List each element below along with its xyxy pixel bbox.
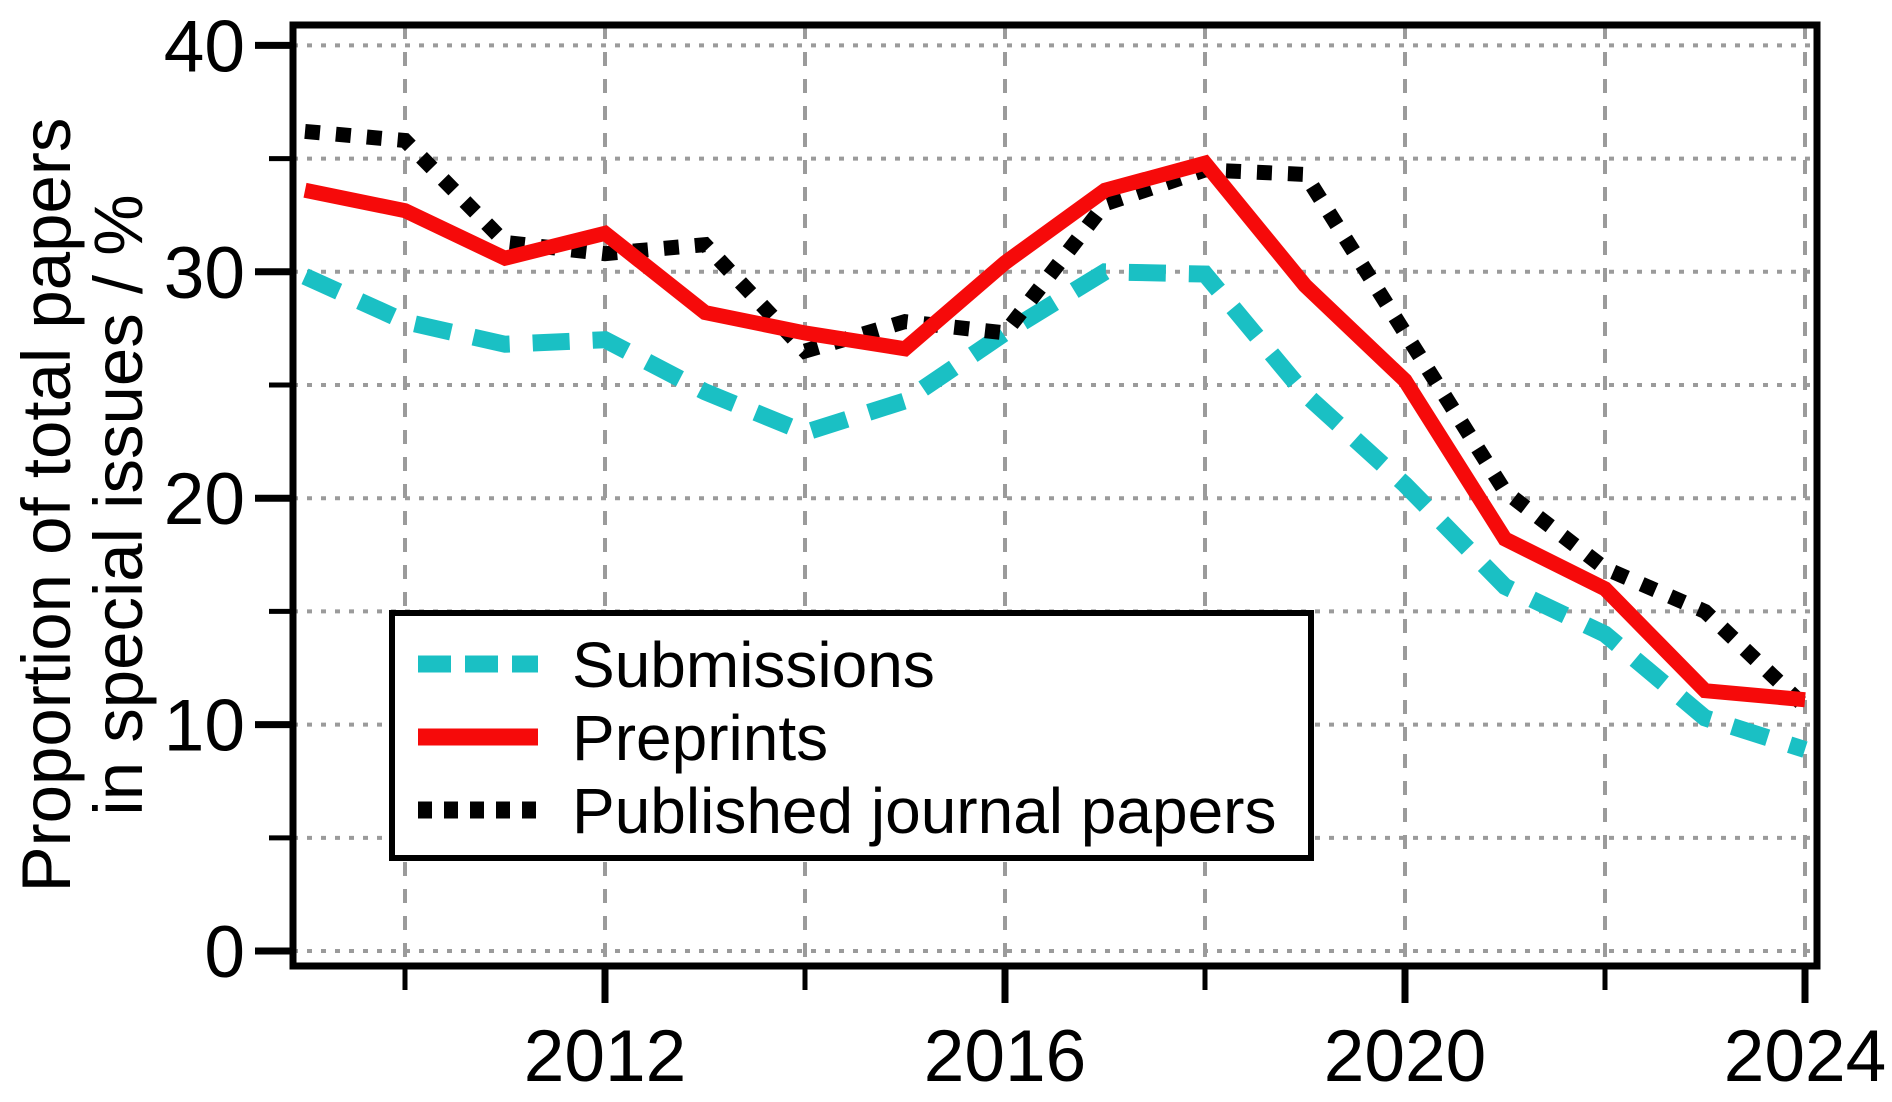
y-tick-label: 20 [164, 459, 245, 540]
y-tick-label: 40 [164, 6, 245, 87]
legend-label: Submissions [572, 629, 935, 701]
series-line-submissions [301, 263, 1808, 758]
y-tick-label: 10 [164, 686, 245, 767]
y-tick-label: 0 [204, 912, 245, 993]
x-tick-label: 2016 [924, 1016, 1086, 1097]
x-tick-label: 2024 [1724, 1016, 1886, 1097]
plot-frame [289, 21, 1821, 970]
legend-box [389, 610, 1314, 861]
y-axis-title-line2: in special issues / % [80, 194, 157, 815]
y-tick-label: 30 [164, 233, 245, 314]
series-line-preprints [303, 154, 1806, 708]
legend-label: Preprints [572, 702, 828, 774]
x-tick-label: 2012 [524, 1016, 686, 1097]
y-axis-title-line1: Proportion of total papers [8, 118, 85, 893]
legend-label: Published journal papers [572, 775, 1276, 847]
x-tick-label: 2020 [1324, 1016, 1486, 1097]
